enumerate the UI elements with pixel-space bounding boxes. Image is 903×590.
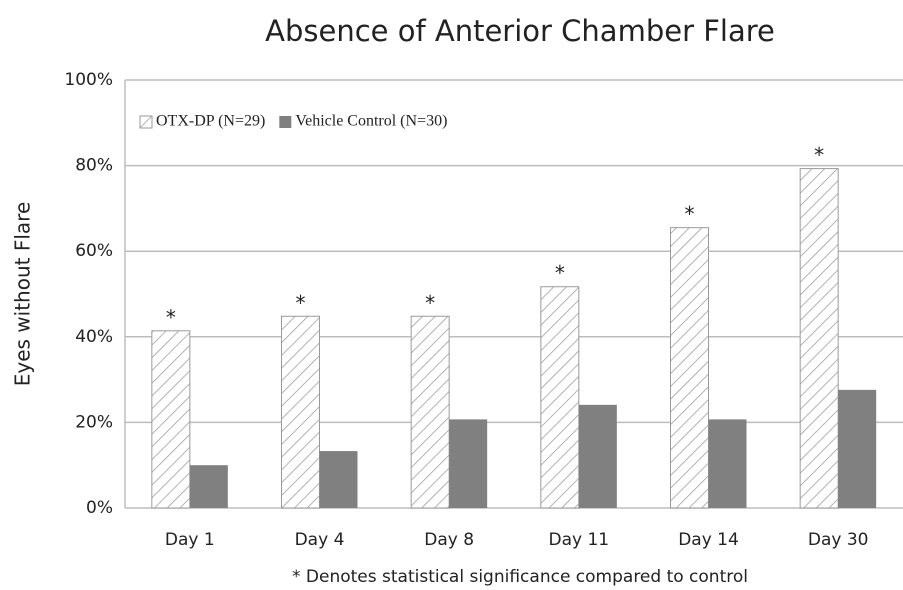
significance-marker: *	[166, 305, 176, 329]
y-tick-label: 40%	[75, 327, 113, 347]
x-tick-label: Day 30	[808, 530, 869, 550]
x-tick-label: Day 11	[549, 530, 610, 550]
bar	[281, 315, 320, 509]
y-tick-label: 0%	[86, 498, 113, 518]
bar	[410, 315, 450, 509]
legend-swatch	[139, 115, 153, 129]
bar	[319, 451, 358, 508]
footnote: * Denotes statistical significance compa…	[292, 567, 748, 587]
significance-marker: *	[555, 261, 565, 285]
y-tick-label: 60%	[75, 241, 113, 261]
x-tick-label: Day 14	[678, 530, 739, 550]
significance-marker: *	[296, 291, 306, 315]
bar	[189, 465, 228, 508]
bar	[799, 168, 839, 509]
y-axis-label: Eyes without Flare	[11, 202, 35, 387]
bar	[838, 389, 877, 508]
x-tick-label: Day 4	[295, 530, 345, 550]
x-tick-label: Day 8	[424, 530, 474, 550]
x-tick-label: Day 1	[165, 530, 215, 550]
legend-label: OTX-DP (N=29)	[156, 113, 265, 130]
significance-marker: *	[685, 202, 695, 226]
significance-marker: *	[814, 143, 824, 167]
legend-swatch	[279, 116, 292, 128]
bar	[708, 419, 747, 508]
chart-title: Absence of Anterior Chamber Flare	[265, 14, 775, 48]
significance-marker: *	[425, 291, 435, 315]
bar	[540, 286, 580, 509]
bar	[449, 419, 488, 508]
y-tick-label: 20%	[75, 412, 113, 432]
y-tick-label: 100%	[64, 70, 113, 90]
bar	[670, 227, 709, 509]
legend-label: Vehicle Control (N=30)	[295, 113, 447, 130]
y-tick-label: 80%	[75, 156, 113, 176]
bar	[151, 330, 191, 509]
bar	[578, 404, 617, 508]
